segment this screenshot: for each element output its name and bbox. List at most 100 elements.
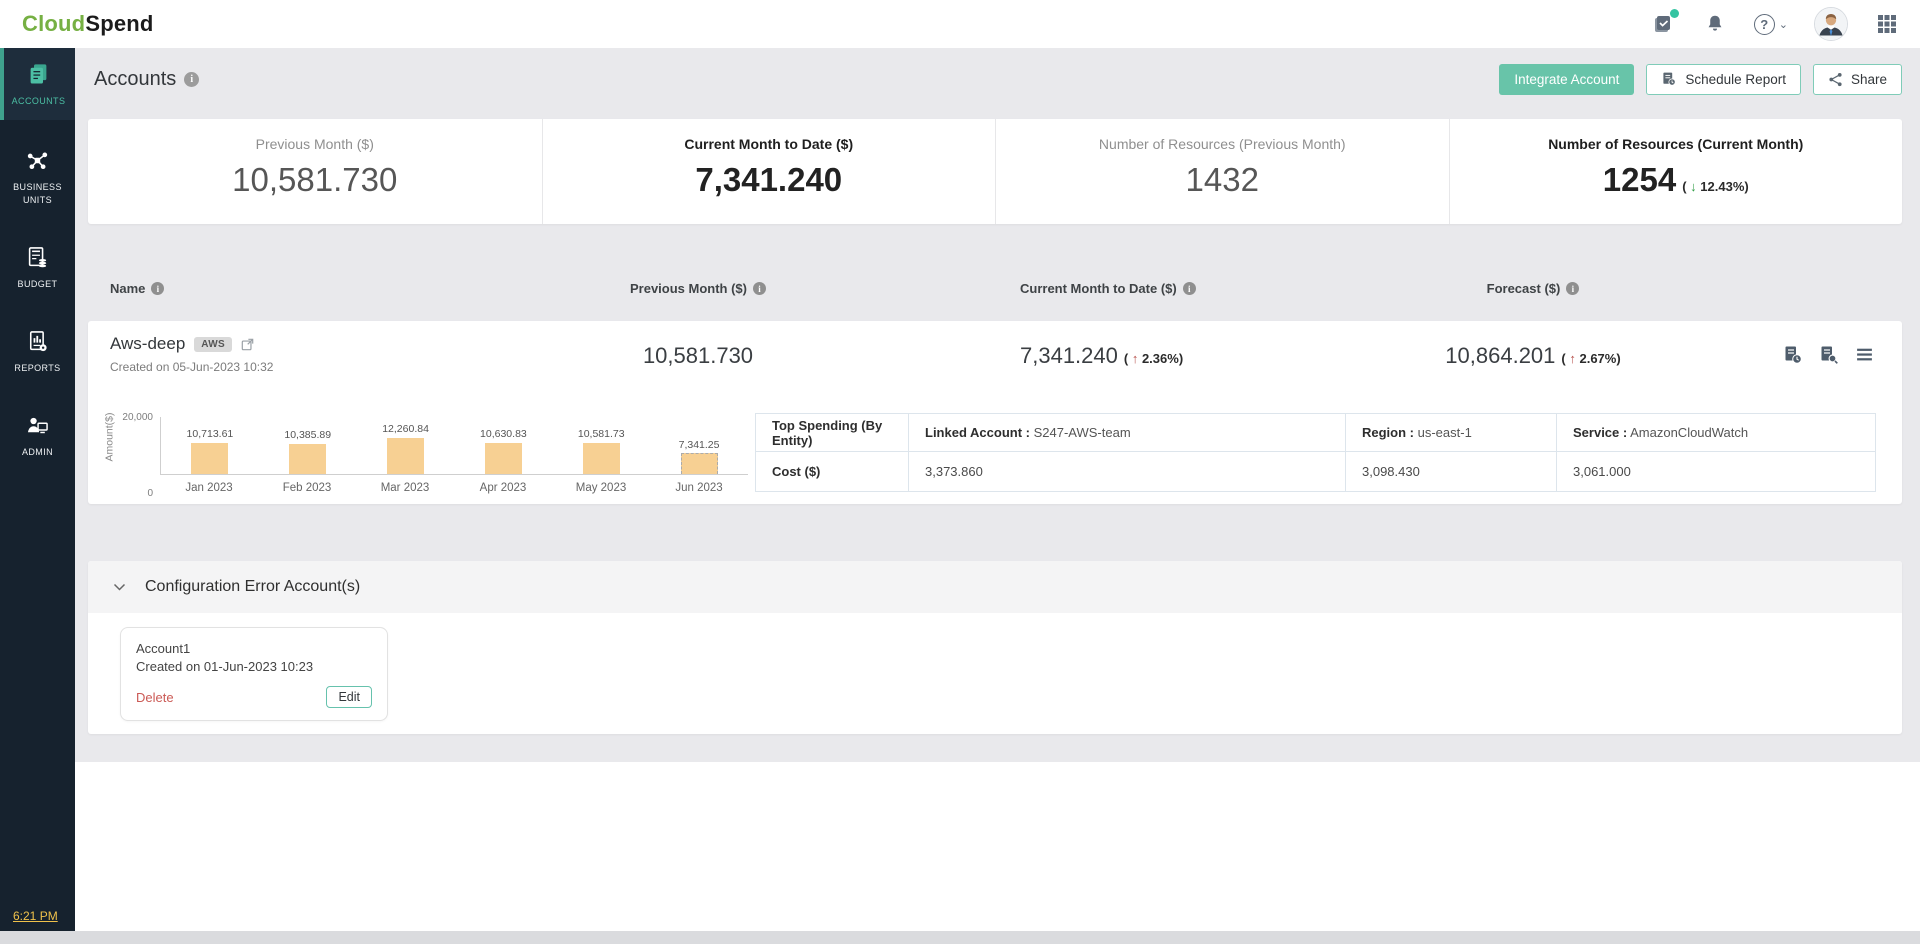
chart-bar: 7,341.25 (679, 439, 719, 474)
chart-bar-value: 12,260.84 (382, 423, 429, 435)
clock-time-link[interactable]: 6:21 PM (13, 909, 58, 923)
sidebar-item-accounts[interactable]: ACCOUNTS (0, 48, 75, 121)
user-avatar[interactable] (1814, 7, 1848, 41)
configuration-error-section: Configuration Error Account(s) Account1 … (88, 561, 1902, 734)
account-name-block: Aws-deep AWS Created on 05-Jun-2023 10:3… (110, 334, 273, 374)
menu-icon[interactable] (1855, 345, 1874, 364)
configuration-error-header[interactable]: Configuration Error Account(s) (88, 561, 1902, 613)
share-icon (1829, 72, 1842, 86)
header-buttons: Integrate Account Schedule Report (1499, 63, 1902, 95)
top-spending-label: Top Spending (By Entity) (755, 413, 909, 452)
linked-account-cell: Linked Account : S247-AWS-team (908, 413, 1346, 452)
help-menu[interactable]: ? ⌄ (1753, 13, 1788, 35)
chart-month-label: Mar 2023 (380, 482, 430, 494)
content-area: Accounts i Integrate Account Schedule Re… (75, 48, 1920, 762)
forecast-info-icon[interactable]: i (1566, 282, 1580, 295)
account-row: Aws-deep AWS Created on 05-Jun-2023 10:3… (88, 321, 1902, 504)
feedback-icon[interactable] (1650, 9, 1679, 37)
notification-dot (1669, 9, 1679, 18)
current-month-number: 7,341.240 (1020, 343, 1118, 368)
sidebar-item-budget[interactable]: BUDGET (0, 231, 75, 303)
y-tick-max: 20,000 (122, 412, 153, 423)
list-column-headers: Name i Previous Month ($) i Current Month … (88, 281, 1902, 303)
chart-month-label: Feb 2023 (282, 482, 332, 494)
linked-account-value: S247-AWS-team (1033, 425, 1131, 440)
chart-month-labels: Jan 2023 Feb 2023 Mar 2023 Apr 2023 May 2023… (160, 475, 748, 494)
sidebar-item-reports[interactable]: REPORTS (0, 315, 75, 387)
summary-previous-month: Previous Month ($) 10,581.730 (88, 119, 542, 224)
sidebar-item-label: REPORTS (14, 363, 61, 374)
arrow-down-icon: ↓ (1690, 179, 1697, 194)
cloudspend-logo[interactable]: CloudSpend (22, 11, 154, 37)
delete-link[interactable]: Delete (136, 689, 174, 705)
horizontal-scrollbar[interactable] (0, 931, 1920, 944)
sidebar-item-label: ADMIN (22, 447, 53, 458)
summary-value: 7,341.240 (695, 161, 843, 198)
main-area: Accounts i Integrate Account Schedule Re… (75, 48, 1920, 944)
summary-value: 1254 ↓ 12.43% (1450, 161, 1903, 199)
error-account-card: Account1 Created on 01-Jun-2023 10:23 De… (120, 627, 388, 721)
logo-part-spend: Spend (85, 11, 154, 36)
service-cell: Service : AmazonCloudWatch (1556, 413, 1876, 452)
logo-part-cloud: Cloud (22, 11, 86, 36)
summary-resources-current: Number of Resources (Current Month) 1254… (1448, 119, 1903, 224)
chart-month-label: Jun 2023 (675, 482, 723, 494)
sidebar-item-label: ACCOUNTS (11, 96, 66, 106)
account-name-link[interactable]: Aws-deep (110, 334, 186, 353)
schedule-report-button[interactable]: Schedule Report (1646, 63, 1801, 95)
current-month-delta: ↑ 2.36% (1124, 351, 1183, 366)
budget-icon (28, 247, 47, 268)
apps-grid-icon[interactable] (1874, 11, 1900, 37)
region-cell: Region : us-east-1 (1345, 413, 1557, 452)
service-cost: 3,061.000 (1556, 451, 1876, 492)
report-search-icon[interactable] (1819, 345, 1839, 365)
edit-button[interactable]: Edit (326, 686, 372, 708)
chart-bar-value: 10,713.61 (186, 428, 234, 440)
chart-bar-slot: 10,385.89 (259, 429, 357, 474)
report-clock-icon[interactable] (1783, 345, 1803, 365)
error-account-created: Created on 01-Jun-2023 10:23 (136, 659, 314, 674)
sidebar-item-business-units[interactable]: BUSINESS UNITS (0, 134, 75, 219)
notifications-bell-icon[interactable] (1702, 11, 1728, 37)
service-value: AmazonCloudWatch (1630, 425, 1749, 440)
summary-panel: Previous Month ($) 10,581.730 Current Mo… (88, 119, 1902, 224)
chart-bar-slot: 12,260.84 (357, 423, 455, 474)
bell-icon-svg (1708, 15, 1722, 31)
topbar: CloudSpend ? ⌄ (0, 0, 1920, 48)
chart-month-label: Jan 2023 (185, 482, 233, 494)
region-cost: 3,098.430 (1345, 451, 1557, 492)
col-header-forecast: Forecast ($) (1486, 281, 1561, 296)
chart-bar: 12,260.84 (382, 423, 429, 474)
share-button[interactable]: Share (1812, 63, 1902, 95)
name-info-icon[interactable]: i (151, 282, 165, 295)
account-created-date: Created on 05-Jun-2023 10:32 (110, 360, 274, 374)
external-link-icon[interactable] (241, 338, 254, 351)
summary-value: 1432 (1185, 161, 1259, 198)
arrow-up-icon: ↑ (1569, 351, 1576, 366)
schedule-report-label: Schedule Report (1685, 71, 1786, 87)
account-forecast-value: 10,864.201 ↑ 2.67% (1388, 343, 1678, 369)
accounts-icon (30, 64, 47, 84)
account-action-icons (1783, 345, 1874, 365)
chart-bar-value: 10,581.73 (577, 428, 625, 440)
resources-delta-value: 12.43% (1700, 179, 1745, 194)
chart-bar-value: 7,341.25 (678, 439, 720, 451)
avatar-illustration (1815, 8, 1847, 40)
share-label: Share (1850, 71, 1887, 87)
forecast-delta-value: 2.67% (1579, 351, 1617, 366)
region-key: Region : (1362, 425, 1414, 440)
region-value: us-east-1 (1417, 425, 1472, 440)
sidebar-item-admin[interactable]: ADMIN (0, 399, 75, 471)
linked-account-cost: 3,373.860 (908, 451, 1346, 492)
integrate-account-button[interactable]: Integrate Account (1499, 63, 1635, 95)
topbar-icons: ? ⌄ (1650, 7, 1900, 41)
current-month-info-icon[interactable]: i (1182, 282, 1196, 295)
aws-badge: AWS (194, 336, 232, 352)
integrate-account-label: Integrate Account (1514, 71, 1620, 87)
chart-bar-slot: 10,713.61 (161, 428, 259, 474)
page-header: Accounts i Integrate Account Schedule Re… (94, 48, 1902, 96)
chart-bar: 10,630.83 (480, 428, 527, 474)
previous-month-info-icon[interactable]: i (753, 282, 766, 295)
accounts-info-icon[interactable]: i (184, 71, 200, 87)
chart-bar-value: 10,385.89 (284, 429, 332, 441)
